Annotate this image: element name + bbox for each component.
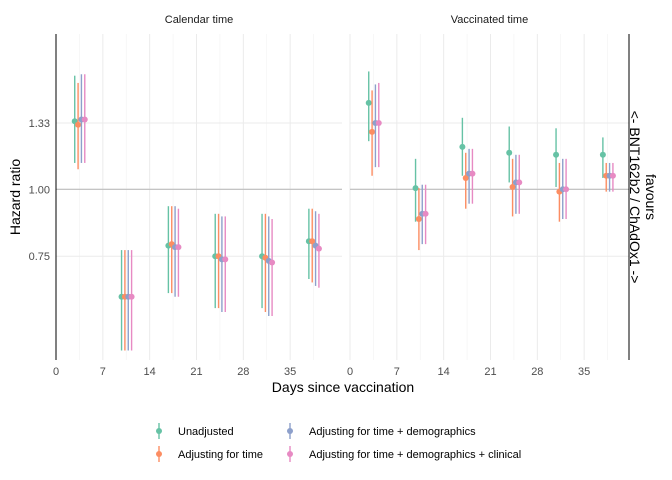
legend-label: Adjusting for time + demographics + clin… xyxy=(309,449,521,461)
legend-item-1: Unadjusted xyxy=(156,423,234,439)
x-axis-title: Days since vaccination xyxy=(272,379,414,395)
legend: Unadjusted Adjusting for time Adjusting fo… xyxy=(156,423,521,462)
estimate-point-1 xyxy=(599,151,606,158)
estimate-point-2 xyxy=(462,174,469,181)
side-label-favours: favours xyxy=(643,174,659,220)
estimate-point-4 xyxy=(375,119,382,126)
axes-group: Hazard ratio Days since vaccination favo… xyxy=(7,34,659,395)
estimate-point-1 xyxy=(506,149,513,156)
legend-key-point xyxy=(156,428,162,434)
x-tick-label: 0 xyxy=(53,366,59,378)
estimate-point-4 xyxy=(516,179,523,186)
x-tick-label: 14 xyxy=(144,366,156,378)
panels-group: Calendar time 0 7 14 21 28 35 Vaccinated time 0 7… xyxy=(53,14,629,378)
x-tick-label: 35 xyxy=(578,366,590,378)
legend-item-2: Adjusting for time xyxy=(156,446,263,462)
estimate-point-4 xyxy=(269,259,276,266)
panel-title: Vaccinated time xyxy=(451,14,528,26)
estimate-point-4 xyxy=(175,244,182,251)
legend-key-point xyxy=(156,451,162,457)
estimate-point-4 xyxy=(128,293,135,300)
legend-label: Adjusting for time xyxy=(178,449,263,461)
x-tick-label: 35 xyxy=(284,366,296,378)
estimate-point-2 xyxy=(369,128,376,135)
legend-label: Adjusting for time + demographics xyxy=(309,426,476,438)
estimate-point-1 xyxy=(459,143,466,150)
legend-item-3: Adjusting for time + demographics xyxy=(287,423,476,439)
x-tick-label: 28 xyxy=(237,366,249,378)
legend-key-point xyxy=(287,451,293,457)
x-tick-label: 0 xyxy=(347,366,353,378)
x-tick-label: 7 xyxy=(394,366,400,378)
estimate-point-4 xyxy=(422,210,429,217)
x-tick-label: 21 xyxy=(190,366,202,378)
estimate-point-4 xyxy=(609,172,616,179)
estimate-point-2 xyxy=(75,121,82,128)
estimate-point-2 xyxy=(415,216,422,223)
estimate-point-2 xyxy=(509,183,516,190)
estimate-point-1 xyxy=(365,99,372,106)
estimate-point-1 xyxy=(553,151,560,158)
y-axis-title: Hazard ratio xyxy=(7,159,23,235)
estimate-point-4 xyxy=(469,170,476,177)
legend-key-point xyxy=(287,428,293,434)
estimate-point-4 xyxy=(222,256,229,263)
estimate-point-4 xyxy=(563,186,570,193)
x-tick-label: 14 xyxy=(438,366,450,378)
panel-2: Vaccinated time 0 7 14 21 28 35 xyxy=(347,14,629,378)
y-tick-label: 0.75 xyxy=(29,251,50,263)
side-label-vaccines: <- BNT162b2 / ChAdOx1 -> xyxy=(627,111,643,284)
estimate-point-4 xyxy=(315,245,322,252)
estimate-point-2 xyxy=(309,238,316,245)
panel-1: Calendar time 0 7 14 21 28 35 xyxy=(53,14,342,378)
x-tick-label: 21 xyxy=(484,366,496,378)
estimate-point-1 xyxy=(412,185,419,192)
legend-item-4: Adjusting for time + demographics + clin… xyxy=(287,446,521,462)
x-tick-label: 7 xyxy=(100,366,106,378)
panel-title: Calendar time xyxy=(165,14,233,26)
estimate-point-4 xyxy=(81,116,88,123)
y-tick-label: 1.00 xyxy=(29,184,50,196)
y-tick-label: 1.33 xyxy=(29,118,50,130)
x-tick-label: 28 xyxy=(531,366,543,378)
legend-label: Unadjusted xyxy=(178,426,234,438)
